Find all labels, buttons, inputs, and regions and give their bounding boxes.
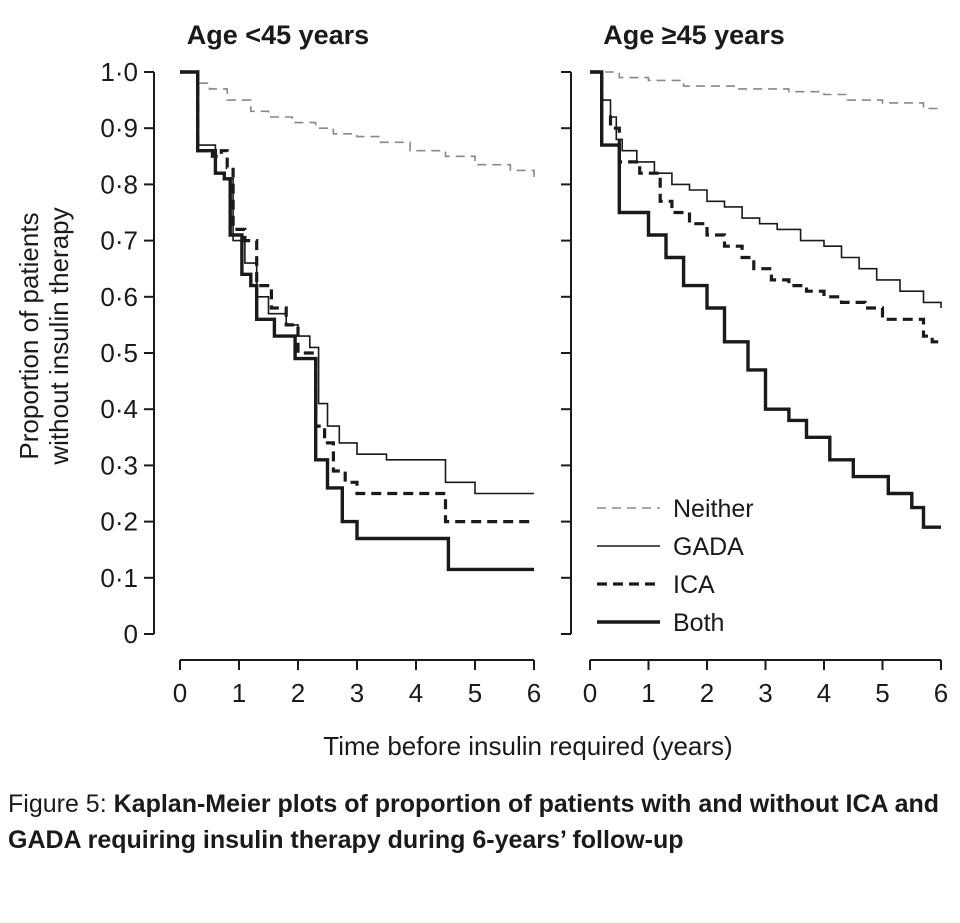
y-tick-label: 0·4 (100, 394, 138, 424)
y-tick-label: 0·9 (100, 113, 138, 143)
figure-caption: Figure 5: Kaplan-Meier plots of proporti… (8, 786, 948, 858)
x-tick-label: 3 (758, 678, 772, 708)
y-tick-label: 0·3 (100, 450, 138, 480)
panel-under-45: 0 0·1 0·2 0·3 0·4 0·5 0·6 0·7 0·8 0·9 1·0 0 1 2 3 4 5 6 (100, 57, 541, 708)
y-tick-label: 0·1 (100, 563, 138, 593)
series-gada-line (590, 71, 942, 308)
x-tick-label: 1 (641, 678, 655, 708)
y-tick-label: 0·7 (100, 226, 138, 256)
x-tick-label: 6 (934, 678, 948, 708)
series-both-line (590, 70, 941, 529)
y-tick-label: 0·5 (100, 338, 138, 368)
x-tick-label: 6 (527, 678, 541, 708)
x-tick-label: 0 (583, 678, 597, 708)
series-neither-line (180, 71, 535, 179)
x-tick-label: 5 (468, 678, 482, 708)
series-ica-line (180, 70, 534, 524)
y-tick-label: 0·2 (100, 507, 138, 537)
legend: Neither GADA ICA Both (597, 495, 754, 637)
y-axis-label-line2: without insulin therapy (44, 207, 74, 465)
x-tick-label: 2 (700, 678, 714, 708)
caption-text: Kaplan-Meier plots of proportion of pati… (8, 790, 940, 854)
x-axis-label: Time before insulin required (years) (323, 731, 732, 760)
y-tick-label: 0·8 (100, 169, 138, 199)
x-tick-label: 3 (350, 678, 364, 708)
x-tick-label: 4 (409, 678, 423, 708)
y-axis-label-line1: Proportion of patients (14, 212, 44, 459)
series-both-line (180, 70, 534, 572)
legend-label-ica: ICA (673, 571, 715, 599)
x-tick-label: 0 (173, 678, 187, 708)
panel-title-under-45: Age <45 years (187, 20, 369, 50)
caption-label: Figure 5: (8, 790, 114, 818)
y-tick-label: 0·6 (100, 282, 138, 312)
x-tick-label: 4 (817, 678, 831, 708)
legend-label-both: Both (673, 609, 724, 637)
x-tick-label: 1 (232, 678, 246, 708)
x-tick-label: 2 (291, 678, 305, 708)
y-tick-label: 0 (124, 619, 138, 649)
y-tick-label: 1·0 (100, 57, 138, 87)
panel-45-plus: 0 1 2 3 4 5 6 (561, 70, 948, 708)
panel-title-45-plus: Age ≥45 years (603, 20, 784, 50)
legend-label-gada: GADA (673, 533, 744, 561)
x-tick-label: 5 (875, 678, 889, 708)
y-axis-label: Proportion of patients without insulin t… (14, 207, 74, 465)
kaplan-meier-figure: Age <45 years Age ≥45 years Proportion o… (14, 20, 948, 760)
series-ica-line (590, 70, 941, 344)
legend-label-neither: Neither (673, 495, 754, 523)
series-neither-line (590, 71, 941, 110)
